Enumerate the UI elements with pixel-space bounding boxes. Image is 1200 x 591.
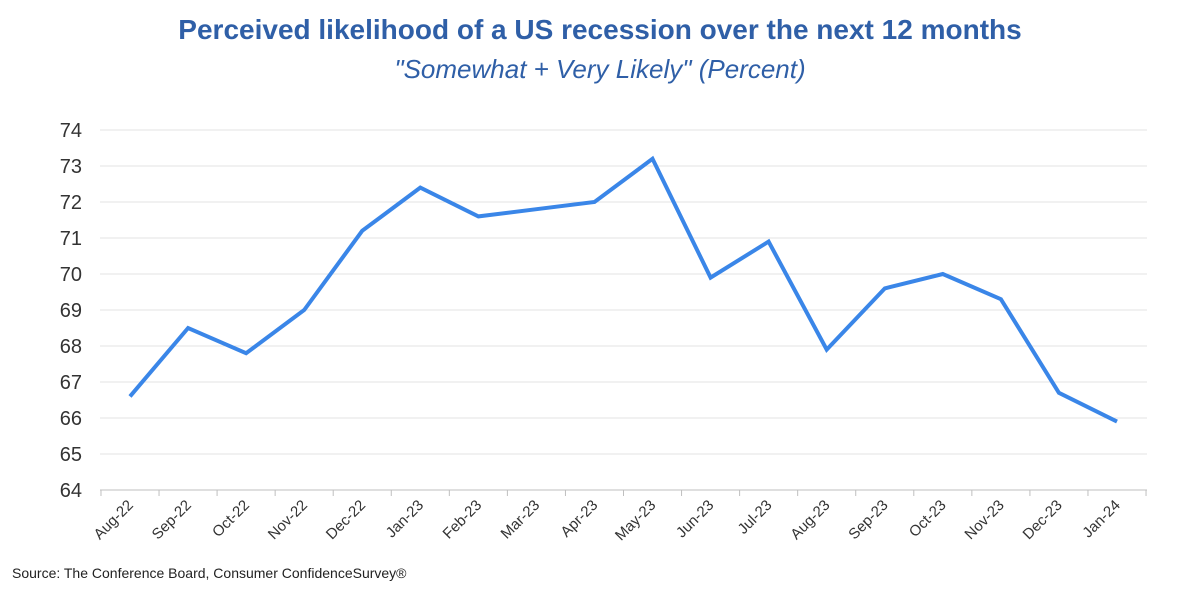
chart-subtitle: "Somewhat + Very Likely" (Percent)	[394, 54, 806, 84]
x-tick-label: Sep-23	[845, 497, 891, 543]
y-tick-label: 67	[60, 372, 82, 394]
x-tick-label: Jul-23	[735, 497, 776, 538]
x-tick-label: Feb-23	[440, 497, 486, 543]
x-tick-label: Mar-23	[498, 497, 544, 543]
y-tick-label: 66	[60, 408, 82, 430]
y-axis-ticks: 64 65 66 67 68 69 70 71 72 73 74	[60, 120, 82, 502]
y-tick-label: 68	[60, 336, 82, 358]
chart-title: Perceived likelihood of a US recession o…	[178, 14, 1022, 45]
series-layer	[128, 155, 1118, 424]
x-tick-label: Jan-23	[383, 497, 427, 541]
x-axis-ticks: Aug-22 Sep-22 Oct-22 Nov-22 Dec-22 Jan-23 Feb-…	[91, 497, 1124, 544]
y-tick-label: 70	[60, 264, 82, 286]
x-axis	[100, 490, 1147, 496]
gridlines	[100, 129, 1147, 491]
y-tick-label: 71	[60, 228, 82, 250]
y-tick-label: 64	[60, 480, 82, 502]
y-tick-label: 72	[60, 192, 82, 214]
x-tick-label: May-23	[612, 497, 659, 544]
x-tick-label: Jan-24	[1079, 497, 1123, 541]
x-tick-label: Nov-22	[265, 497, 311, 543]
x-tick-label: Apr-23	[557, 497, 601, 541]
y-tick-label: 69	[60, 300, 82, 322]
x-tick-label: Sep-22	[149, 497, 195, 543]
x-tick-label: Nov-23	[961, 497, 1007, 543]
x-tick-label: Oct-22	[209, 497, 253, 541]
source-note: Source: The Conference Board, Consumer C…	[12, 565, 407, 581]
x-tick-label: Dec-22	[323, 497, 369, 543]
y-tick-label: 74	[60, 120, 82, 142]
x-tick-label: Aug-22	[91, 497, 137, 543]
x-tick-label: Aug-23	[787, 497, 833, 543]
x-tick-label: Oct-23	[906, 497, 950, 541]
x-tick-label: Dec-23	[1020, 497, 1066, 543]
x-tick-label: Jun-23	[673, 497, 717, 541]
series-line	[128, 155, 1118, 424]
y-tick-label: 73	[60, 156, 82, 178]
y-tick-label: 65	[60, 444, 82, 466]
